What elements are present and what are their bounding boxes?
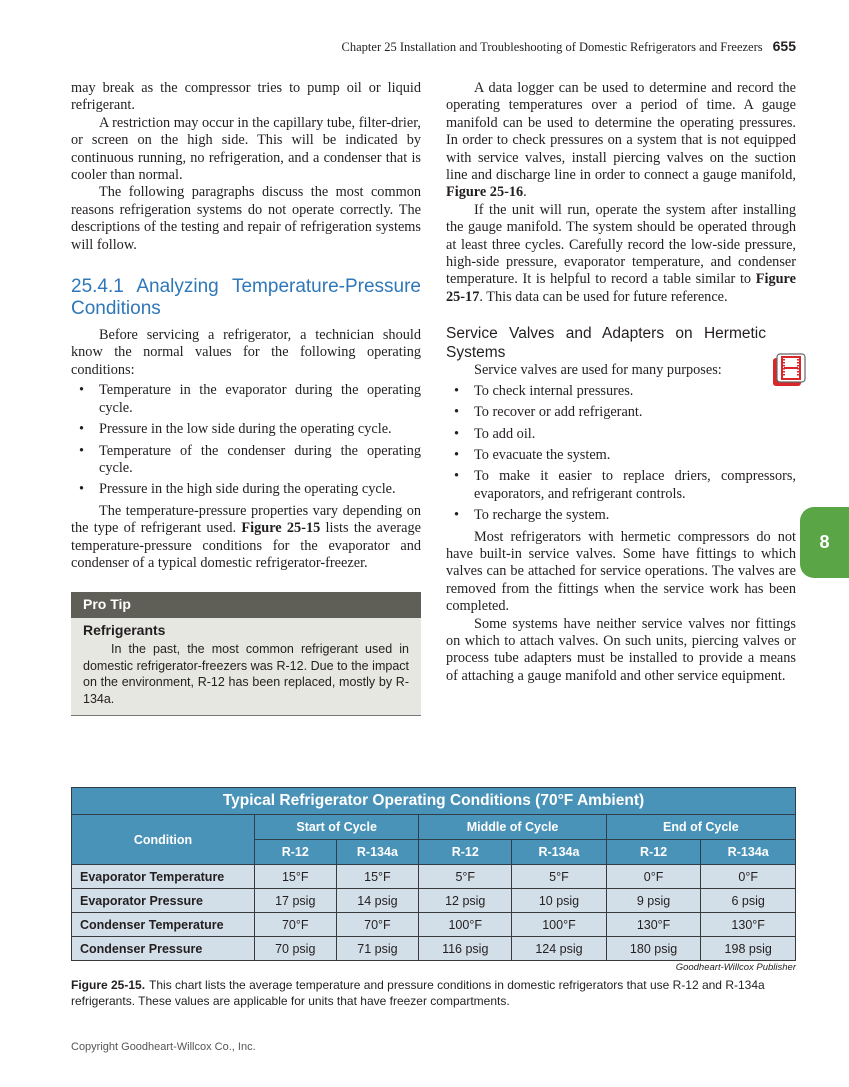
pro-tip-title: Refrigerants [83,621,166,638]
table-cell: 10 psig [511,888,607,913]
table-cell: 130°F [700,912,796,937]
text: The temperature-pressure properties vary… [71,502,421,537]
running-header: Chapter 25 Installation and Troubleshoot… [342,38,796,55]
row-label: Evaporator Pressure [71,888,255,913]
paragraph: Service valves are used for many purpose… [474,362,722,379]
image-credit: Goodheart-Willcox Publisher [675,962,796,973]
pro-tip-label: Pro Tip [71,592,421,618]
page-number: 655 [772,38,796,54]
condition-header: Condition [71,814,255,865]
left-column: may break as the compressor tries to pum… [71,80,421,717]
table-cell: 70°F [254,912,337,937]
copyright: Copyright Goodheart-Willcox Co., Inc. [71,1041,256,1053]
purposes-list: To check internal pressures. To recover o… [446,383,796,525]
section-heading: 25.4.1 Analyzing Temperature-Pressure Co… [71,276,421,320]
paragraph: Before servicing a refrigerator, a techn… [71,327,421,378]
table-cell: 5°F [418,864,513,889]
table-cell: 70°F [335,912,420,937]
table-cell: 9 psig [605,888,702,913]
table-cell: 180 psig [605,936,702,961]
list-item: To check internal pressures. [446,383,796,401]
row-label: Condenser Temperature [71,912,255,937]
table-cell: 198 psig [700,936,796,961]
chapter-tab: 8 [800,507,849,578]
table-cell: 0°F [700,864,796,889]
text: This data can be used for future referen… [486,288,728,305]
subsection-heading: Service Valves and Adapters on Hermetic … [446,325,766,362]
table-row: Condenser Pressure 70 psig 71 psig 116 psig… [71,936,796,961]
table-cell: 100°F [418,912,513,937]
list-item: Temperature of the condenser during the … [71,443,421,478]
paragraph: The temperature-pressure properties vary… [71,503,421,573]
paragraph: Some systems have neither service valves… [446,615,796,684]
table-cell: 124 psig [511,936,607,961]
list-item: To recover or add refrigerant. [446,404,796,422]
figure-ref[interactable]: Figure 25-16 [446,184,524,201]
paragraph: If the unit will run, operate the system… [446,201,796,305]
table-row: Evaporator Temperature 15°F 15°F 5°F 5°F 0°F 0… [71,864,796,889]
table-cell: 14 psig [335,888,420,913]
paragraph: Most refrigerators with hermetic compres… [446,528,796,615]
figure-caption: Figure 25-15. This chart lists the averag… [71,978,796,1009]
refrigerant-header: R-134a [335,839,420,865]
text: A data logger can be used to determine a… [446,80,796,184]
table-cell: 116 psig [418,936,513,961]
group-header: Start of Cycle [253,814,420,840]
table-cell: 15°F [335,864,420,889]
refrigerant-header: R-134a [511,839,607,865]
list-item: To make it easier to replace driers, com… [446,468,796,503]
list-item: To add oil. [446,426,796,444]
text: lists the average temperature-pressure c… [71,520,422,571]
text: If the unit will run, operate the system… [446,201,796,288]
caption-label: Figure 25-15. [71,978,146,992]
list-item: Pressure in the high side during the ope… [71,481,421,499]
row-label: Condenser Pressure [71,936,255,961]
pro-tip-body: In the past, the most common refrigerant… [83,642,409,706]
paragraph: The following paragraphs discuss the mos… [71,184,421,253]
video-film-icon[interactable] [772,353,806,387]
refrigerant-header: R-12 [254,839,337,865]
table-title: Typical Refrigerator Operating Condition… [71,787,796,815]
operating-conditions-table: Typical Refrigerator Operating Condition… [71,787,797,961]
table-cell: 5°F [511,864,607,889]
table-cell: 17 psig [254,888,337,913]
refrigerant-header: R-134a [700,839,796,865]
row-label: Evaporator Temperature [71,864,255,889]
figure-ref[interactable]: Figure 25-15 [241,520,321,537]
paragraph: A data logger can be used to determine a… [446,80,796,201]
table-cell: 71 psig [335,936,420,961]
list-item: To evacuate the system. [446,447,796,465]
refrigerant-header: R-12 [605,839,702,865]
table-row: Evaporator Pressure 17 psig 14 psig 12 psig… [71,888,796,913]
table-cell: 15°F [254,864,337,889]
table-cell: 0°F [605,864,702,889]
conditions-list: Temperature in the evaporator during the… [71,382,421,499]
table-cell: 6 psig [700,888,796,913]
table-cell: 70 psig [254,936,337,961]
table-cell: 100°F [511,912,607,937]
group-header: End of Cycle [605,814,797,840]
table-cell: 130°F [605,912,702,937]
running-title: Chapter 25 Installation and Troubleshoot… [341,40,763,54]
paragraph: A restriction may occur in the capillary… [71,114,421,184]
table-cell: 12 psig [418,888,513,913]
refrigerant-header: R-12 [418,839,513,865]
list-item: Temperature in the evaporator during the… [71,382,421,417]
right-column: A data logger can be used to determine a… [446,80,796,685]
pro-tip-box: Pro Tip Refrigerants In the past, the mo… [71,592,421,717]
table-row: Condenser Temperature 70°F 70°F 100°F 100°F 1… [71,912,796,937]
figure-ref[interactable]: Figure 25-17 [446,271,796,305]
paragraph: may break as the compressor tries to pum… [71,80,421,114]
group-header: Middle of Cycle [418,814,607,840]
list-item: To recharge the system. [446,507,796,525]
caption-text: This chart lists the average temperature… [71,978,765,1008]
list-item: Pressure in the low side during the oper… [71,421,421,439]
